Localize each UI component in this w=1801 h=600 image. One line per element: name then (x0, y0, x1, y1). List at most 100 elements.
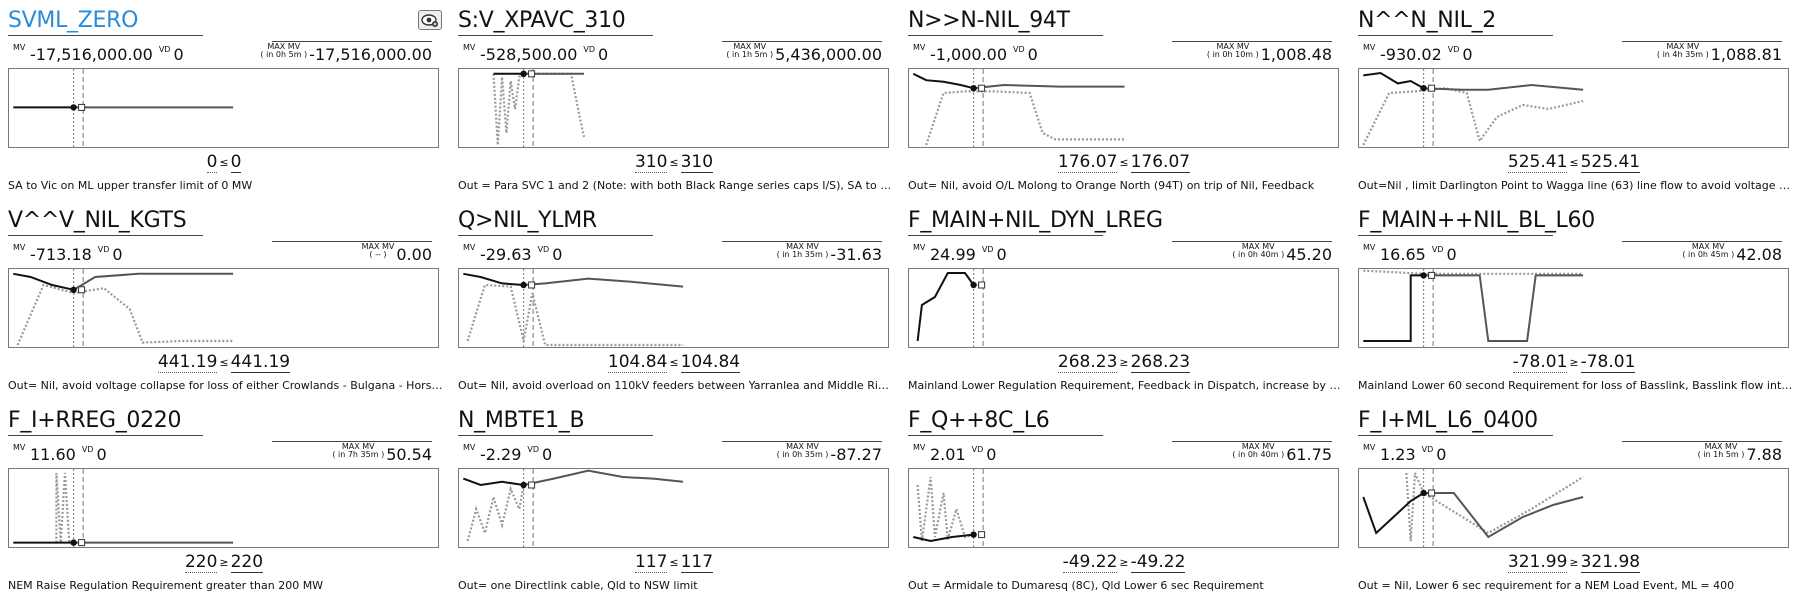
current-value-marker (970, 281, 977, 289)
constraint-description: NEM Raise Regulation Requirement greater… (8, 579, 324, 592)
forecast-start-marker (78, 539, 86, 547)
forecast-start-marker (78, 103, 86, 111)
constraint-name-link[interactable]: S:V_XPAVC_310 (458, 8, 626, 33)
vd-label: VD (1447, 45, 1460, 54)
constraint-card[interactable]: F_MAIN++NIL_BL_L60 MV 16.65 VD 0 MAX MV( i… (1350, 200, 1794, 398)
max-mv-label: MAX MV (1241, 242, 1275, 251)
max-mv-label: MAX MV (361, 242, 395, 251)
mv-value: -1,000.00 (930, 45, 1008, 64)
max-mv-label-group: MAX MV( in 0h 40m ) (1232, 443, 1284, 459)
constraint-description: Out=Nil , limit Darlington Point to Wagg… (1358, 179, 1794, 192)
constraint-name-link[interactable]: N^^N_NIL_2 (1358, 8, 1496, 33)
trend-svg (913, 469, 986, 549)
mv-readout: 16.65 VD 0 (1380, 245, 1457, 264)
mv-label: MV (13, 443, 26, 452)
constraint-card[interactable]: N>>N-NIL_94T MV -1,000.00 VD 0 MAX MV( in … (900, 0, 1340, 198)
lhs-rhs-comparison: 268.23 ≥268.23 (900, 352, 1348, 373)
constraint-description: SA to Vic on ML upper transfer limit of … (8, 179, 253, 192)
constraint-card[interactable]: S:V_XPAVC_310 MV -528,500.00 VD 0 MAX MV( … (450, 0, 894, 198)
forecast-dotted-series (16, 283, 234, 346)
lhs-value: -78.01 (1512, 352, 1568, 373)
vd-label: VD (527, 445, 540, 454)
trend-chart[interactable] (458, 468, 889, 549)
trend-chart[interactable] (8, 268, 439, 349)
current-value-marker (520, 281, 527, 289)
constraint-name-link[interactable]: F_I+ML_L6_0400 (1358, 408, 1538, 433)
forecast-dotted-series (916, 476, 974, 542)
trend-chart[interactable] (8, 468, 439, 549)
forecast-series (523, 469, 684, 486)
max-divider (272, 441, 432, 442)
constraint-name-link[interactable]: F_Q++8C_L6 (908, 408, 1050, 433)
constraint-card[interactable]: Q>NIL_YLMR MV -29.63 VD 0 MAX MV( in 1h 35… (450, 200, 894, 398)
mv-value: -930.02 (1380, 45, 1442, 64)
mv-label: MV (913, 243, 926, 252)
max-mv-label-group: MAX MV( in 1h 35m ) (777, 243, 829, 259)
forecast-series (1423, 492, 1584, 539)
vd-value: 0 (986, 445, 997, 464)
constraint-name-link[interactable]: Q>NIL_YLMR (458, 208, 597, 233)
mv-value: 11.60 (30, 445, 76, 464)
max-mv-value: 1,008.48 (1260, 45, 1332, 64)
constraint-card[interactable]: F_Q++8C_L6 MV 2.01 VD 0 MAX MV( in 0h 40m … (900, 400, 1340, 598)
comparison-operator: ≤ (669, 356, 679, 369)
max-divider (1622, 41, 1782, 42)
constraint-description: Mainland Lower 60 second Requirement for… (1358, 379, 1794, 392)
constraint-name-link[interactable]: N_MBTE1_B (458, 408, 585, 433)
mv-value: -528,500.00 (480, 45, 578, 64)
mv-label: MV (1363, 43, 1376, 52)
constraint-name-link[interactable]: F_MAIN+NIL_DYN_LREG (908, 208, 1163, 233)
constraint-card[interactable]: N_MBTE1_B MV -2.29 VD 0 MAX MV( in 0h 35m … (450, 400, 890, 598)
max-mv-value: 45.20 (1286, 245, 1332, 264)
trend-chart[interactable] (458, 268, 889, 349)
constraint-card[interactable]: F_I+ML_L6_0400 MV 1.23 VD 0 MAX MV( in 1h … (1350, 400, 1790, 598)
mv-label: MV (913, 443, 926, 452)
comparison-operator: ≥ (1119, 556, 1129, 569)
vd-label: VD (1013, 45, 1025, 54)
max-mv-value: 0.00 (396, 245, 432, 264)
constraint-card[interactable]: V^^V_NIL_KGTS MV -713.18 VD 0 MAX MV( -- )… (0, 200, 444, 398)
trend-chart[interactable] (8, 68, 439, 149)
trend-chart[interactable] (908, 268, 1339, 349)
rhs-value: 220 (230, 552, 264, 573)
max-mv-time: ( in 0h 40m ) (1232, 250, 1285, 259)
vd-value: 0 (173, 45, 184, 64)
lhs-value: 321.99 (1507, 552, 1568, 573)
forecast-series (73, 272, 234, 291)
view-settings-button[interactable] (418, 10, 442, 30)
constraint-name-link[interactable]: V^^V_NIL_KGTS (8, 208, 187, 233)
comparison-operator: ≤ (219, 156, 229, 169)
vd-label: VD (1421, 445, 1434, 454)
constraint-name-link[interactable]: F_I+RREG_0220 (8, 408, 182, 433)
max-mv-time: ( in 1h 5m ) (726, 50, 774, 59)
constraint-card[interactable]: F_I+RREG_0220 MV 11.60 VD 0 MAX MV( in 7h … (0, 400, 440, 598)
trend-chart[interactable] (458, 68, 889, 149)
comparison-operator: ≤ (669, 156, 679, 169)
trend-chart[interactable] (1358, 68, 1789, 149)
constraint-name-link[interactable]: SVML_ZERO (8, 8, 139, 33)
max-mv-time: ( in 4h 35m ) (1656, 50, 1709, 59)
trend-chart[interactable] (1358, 468, 1789, 549)
trend-svg (1363, 269, 1584, 349)
forecast-start-marker (978, 281, 986, 289)
max-mv-time: ( -- ) (369, 250, 387, 259)
trend-chart[interactable] (908, 68, 1339, 149)
constraint-card[interactable]: SVML_ZERO MV -17,516,000.00 VD 0 MAX MV( i… (0, 0, 440, 198)
constraint-card[interactable]: N^^N_NIL_2 MV -930.02 VD 0 MAX MV( in 4h 3… (1350, 0, 1794, 198)
forecast-start-marker (528, 70, 536, 78)
trend-chart[interactable] (1358, 268, 1789, 349)
max-mv-value: -17,516,000.00 (309, 45, 432, 64)
vd-value: 0 (996, 245, 1007, 264)
constraint-card[interactable]: F_MAIN+NIL_DYN_LREG MV 24.99 VD 0 MAX MV( … (900, 200, 1344, 398)
trend-chart[interactable] (908, 468, 1339, 549)
trend-svg (13, 469, 234, 549)
max-mv-label-group: MAX MV( in 0h 10m ) (1207, 43, 1259, 59)
vd-value: 0 (1436, 445, 1447, 464)
constraint-description: Out = Nil, Lower 6 sec requirement for a… (1358, 579, 1735, 592)
mv-readout: 24.99 VD 0 (930, 245, 1007, 264)
constraint-name-link[interactable]: N>>N-NIL_94T (908, 8, 1070, 33)
mv-label: MV (13, 243, 26, 252)
forecast-series (1423, 274, 1584, 342)
lhs-rhs-comparison: 220 ≥220 (0, 552, 448, 573)
constraint-name-link[interactable]: F_MAIN++NIL_BL_L60 (1358, 208, 1595, 233)
